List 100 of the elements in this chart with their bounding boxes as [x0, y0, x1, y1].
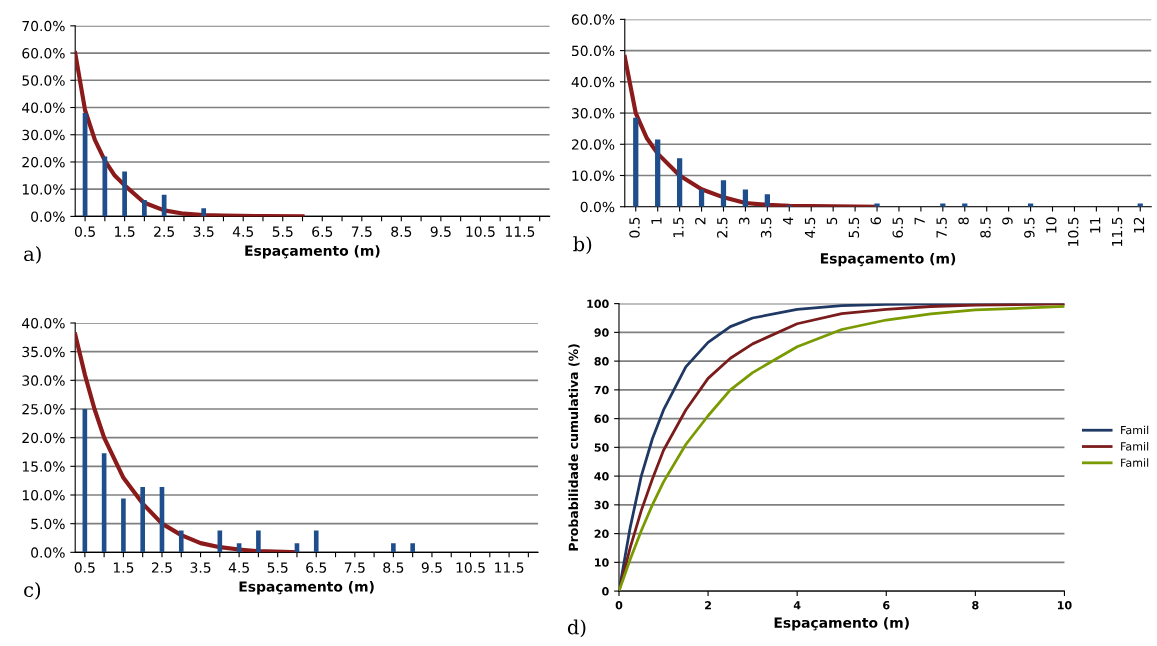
x-tick-label: 6.5: [306, 562, 327, 573]
y-tick-label: 30: [594, 500, 609, 510]
x-tick-label: 5: [826, 217, 838, 225]
bar: [140, 486, 146, 553]
legend-label: Famil: [1121, 458, 1149, 467]
y-tick-label: 5.0%: [31, 518, 65, 530]
text: c): [24, 581, 41, 600]
x-tick-label: 7.5: [351, 226, 372, 237]
bar: [313, 530, 319, 553]
x-tick-label: 1.5: [113, 562, 134, 573]
x-tick-label: 10: [1046, 217, 1057, 233]
x-tick-label: 3: [738, 217, 750, 225]
x-tick-label: 11: [1090, 217, 1101, 233]
x-tick-label: 1.5: [115, 226, 135, 237]
x-tick-label: 5.5: [272, 226, 293, 237]
x-tick-label: 6: [883, 601, 890, 610]
x-tick-label: 8.5: [383, 562, 404, 573]
x-tick-label: 0.5: [74, 562, 95, 573]
y-tick-label: 25.0%: [22, 403, 65, 415]
bar: [256, 530, 261, 553]
x-tick-label: 10.5: [466, 226, 495, 237]
x-tick-label: 0.5: [74, 226, 95, 237]
x-tick-label: 3.5: [190, 562, 211, 573]
x-tick-label: 2.5: [151, 562, 172, 573]
x-tick-label: 8: [958, 217, 969, 225]
bar: [720, 180, 727, 207]
y-tick-label: 70.0%: [22, 20, 65, 32]
bar: [178, 530, 184, 553]
x-tick-label: 6: [870, 217, 882, 225]
x-tick-label: 4.5: [804, 217, 816, 238]
y-tick-label: 10.0%: [572, 170, 615, 181]
x-tick-label: 2.5: [717, 217, 728, 238]
x-tick-label: 10.5: [1067, 217, 1079, 246]
x-tick-label: 9.5: [1024, 217, 1035, 238]
y-tick-label: 60: [594, 414, 609, 423]
y-tick-label: 0.0%: [31, 211, 65, 222]
y-tick-label: 80: [594, 357, 609, 366]
bar: [764, 194, 770, 207]
y-tick-label: 70: [594, 385, 609, 395]
x-tick-label: 2: [705, 601, 711, 610]
x-tick-label: 7.5: [344, 562, 365, 573]
bar: [410, 543, 415, 553]
bar: [676, 158, 683, 207]
y-tick-label: 10.0%: [22, 184, 65, 195]
y-tick-label: 20.0%: [571, 139, 615, 150]
x-tick-label: 5.5: [848, 217, 860, 238]
x-tick-label: 4: [793, 601, 801, 610]
bar: [391, 543, 396, 553]
y-tick-label: 40: [594, 472, 609, 481]
x-tick-label: 1: [651, 217, 662, 224]
y-tick-label: 60.0%: [22, 48, 65, 59]
y-tick-label: 90: [594, 328, 609, 337]
x-tick-label: 8: [972, 601, 979, 610]
x-tick-label: 8.5: [980, 217, 991, 238]
y-tick-label: 40.0%: [571, 76, 615, 88]
y-tick-label: 30.0%: [572, 108, 615, 119]
text: a): [24, 246, 41, 264]
y-tick-label: 50: [594, 443, 609, 452]
y-tick-label: 30.0%: [22, 375, 65, 386]
y-tick-label: 60.0%: [571, 14, 615, 25]
bar: [142, 200, 147, 217]
x-tick-label: 4.5: [228, 562, 249, 573]
x-tick-label: 4.5: [232, 226, 254, 237]
x-axis-title: Espaçamento (m): [239, 581, 374, 595]
x-tick-label: 11.5: [1112, 217, 1123, 246]
y-tick-label: 15.0%: [22, 461, 65, 472]
x-tick-label: 5.5: [267, 562, 288, 573]
legend-label: Famil: [1121, 441, 1149, 451]
x-tick-label: 12: [1133, 217, 1145, 233]
x-tick-label: 2: [695, 217, 706, 225]
x-tick-label: 7.5: [936, 217, 947, 238]
x-tick-label: 6.5: [892, 217, 903, 238]
y-tick-label: 30.0%: [22, 129, 65, 141]
x-tick-label: 9.5: [430, 226, 451, 237]
y-tick-label: 40.0%: [22, 102, 65, 113]
text: d): [567, 619, 586, 638]
x-tick-label: 2.5: [154, 226, 174, 237]
x-tick-label: 9: [1002, 217, 1013, 225]
legend-label: Famil: [1121, 425, 1149, 435]
bar: [121, 498, 126, 553]
x-tick-label: 11.5: [505, 226, 535, 237]
x-tick-label: 10: [1057, 601, 1072, 610]
bar: [122, 171, 127, 217]
x-axis-title: Espaçamento (m): [820, 252, 956, 267]
y-tick-label: 20.0%: [22, 156, 65, 168]
x-tick-label: 8.5: [391, 226, 412, 237]
x-tick-label: 10.5: [456, 562, 485, 573]
y-tick-label: 0.0%: [580, 201, 615, 213]
x-tick-label: 3.5: [760, 217, 772, 238]
bar: [655, 139, 661, 207]
x-tick-label: 11.5: [495, 562, 524, 573]
y-tick-label: 0: [602, 587, 609, 596]
y-tick-label: 20.0%: [22, 432, 65, 444]
y-tick-label: 50.0%: [572, 45, 615, 57]
text: b): [573, 236, 592, 255]
y-tick-label: 40.0%: [22, 317, 65, 329]
x-tick-label: 4: [783, 217, 794, 225]
x-tick-label: 6.5: [312, 226, 333, 237]
y-tick-label: 35.0%: [22, 346, 65, 358]
x-axis-title: Espaçamento (m): [774, 617, 909, 631]
